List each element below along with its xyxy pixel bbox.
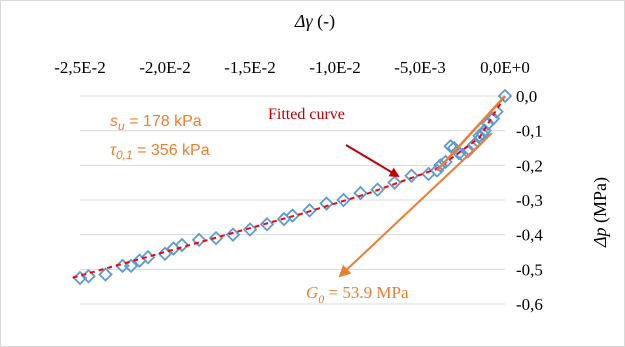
x-tick-label-2: -1,5E-2 bbox=[224, 58, 275, 77]
y-tick-label-2: -0,2 bbox=[516, 156, 543, 175]
fitted-curve-line bbox=[71, 95, 506, 279]
x-axis-title: Δγ (-) bbox=[294, 11, 335, 32]
y-tick-label-6: -0,6 bbox=[516, 295, 543, 314]
x-tick-label-1: -2,0E-2 bbox=[139, 58, 190, 77]
y-tick-labels: 0,0 -0,1 -0,2 -0,3 -0,4 -0,5 -0,6 bbox=[516, 87, 543, 314]
data-point-29 bbox=[225, 227, 241, 242]
data-point-27 bbox=[259, 216, 275, 232]
tau-label: τ0,1 = 356 kPa bbox=[110, 142, 210, 162]
data-point-18 bbox=[404, 168, 419, 184]
y-axis-symbol: Δp bbox=[590, 227, 610, 248]
y-tick-label-1: -0,1 bbox=[516, 122, 543, 141]
data-point-19 bbox=[387, 175, 402, 190]
g0-value: = 53.9 MPa bbox=[324, 283, 409, 302]
data-point-32 bbox=[174, 237, 190, 253]
fitted-curve-arrow bbox=[345, 144, 400, 178]
su-subscript: u bbox=[118, 119, 125, 133]
data-point-26 bbox=[276, 211, 292, 227]
y-axis-unit: (MPa) bbox=[590, 177, 611, 228]
y-tick-label-5: -0,5 bbox=[516, 260, 543, 279]
g0-arrow bbox=[338, 132, 493, 278]
data-point-24 bbox=[302, 203, 317, 218]
data-point-17 bbox=[421, 166, 436, 182]
data-point-38 bbox=[115, 258, 130, 274]
g0-symbol: G bbox=[306, 283, 318, 302]
fitted-curve-label: Fitted curve bbox=[268, 106, 345, 123]
y-tick-label-4: -0,4 bbox=[516, 226, 543, 245]
data-point-31 bbox=[191, 232, 207, 248]
tau-subscript: 0,1 bbox=[116, 148, 133, 162]
x-tick-label-5: 0,0E+0 bbox=[480, 58, 530, 77]
data-point-3 bbox=[480, 116, 496, 132]
initial-slope-line bbox=[436, 95, 506, 172]
gridlines bbox=[80, 95, 505, 305]
g0-subscript: 0 bbox=[318, 292, 324, 306]
x-tick-label-0: -2,5E-2 bbox=[54, 58, 105, 77]
su-symbol: s bbox=[110, 113, 118, 130]
y-tick-label-0: 0,0 bbox=[516, 87, 537, 106]
x-tick-labels: -2,5E-2 -2,0E-2 -1,5E-2 -1,0E-2 -5,0E-3 0,0E+… bbox=[54, 58, 530, 77]
y-axis-title: Δp (MPa) bbox=[590, 177, 611, 248]
data-point-39 bbox=[98, 267, 113, 282]
g0-label: G0 = 53.9 MPa bbox=[306, 283, 409, 306]
data-point-28 bbox=[242, 222, 258, 237]
su-value: = 178 kPa bbox=[125, 113, 202, 130]
data-point-20 bbox=[370, 182, 385, 197]
data-point-23 bbox=[319, 196, 334, 211]
y-tick-label-3: -0,3 bbox=[516, 191, 543, 210]
data-point-6 bbox=[472, 128, 487, 144]
x-tick-label-3: -1,0E-2 bbox=[309, 58, 360, 77]
data-point-33 bbox=[166, 241, 181, 256]
su-label: su = 178 kPa bbox=[110, 113, 202, 133]
x-axis-symbol: Δγ bbox=[294, 11, 314, 31]
data-point-16 bbox=[429, 163, 445, 178]
tau-value: = 356 kPa bbox=[133, 142, 210, 159]
data-point-21 bbox=[353, 185, 368, 201]
data-point-25 bbox=[285, 208, 300, 223]
data-point-13 bbox=[443, 138, 458, 154]
x-axis-unit: (-) bbox=[313, 11, 335, 32]
data-point-22 bbox=[336, 192, 351, 208]
tau-symbol: τ bbox=[110, 142, 117, 159]
x-tick-label-4: -5,0E-3 bbox=[394, 58, 445, 77]
data-point-0 bbox=[497, 88, 513, 104]
